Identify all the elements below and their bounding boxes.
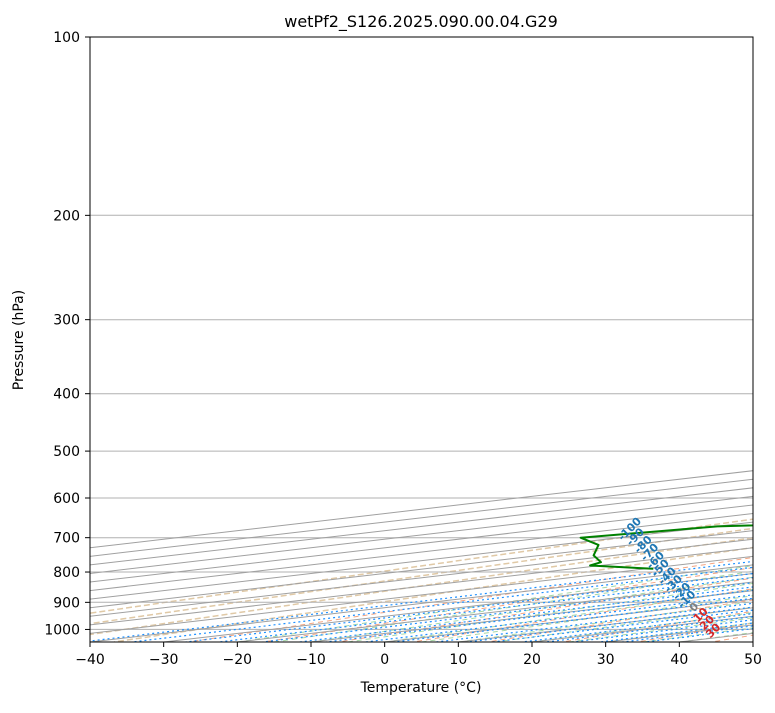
moist-adiabat-line [569, 37, 775, 642]
isotherm-line [164, 37, 775, 642]
x-tick-label: −40 [75, 652, 105, 668]
x-tick-label: 30 [597, 652, 615, 668]
dry-adiabat-line [114, 37, 775, 642]
x-tick-label: −10 [296, 652, 326, 668]
dry-adiabat-line [488, 37, 775, 642]
dry-adiabat-line [189, 37, 775, 642]
y-axis: 100 200 300 400 500 600 700 800 900 1000 [44, 30, 90, 638]
y-tick-label: 600 [53, 491, 80, 507]
isotherm-line [753, 37, 775, 642]
x-tick-label: 40 [670, 652, 688, 668]
dry-adiabat-line [39, 37, 775, 642]
y-tick-label: 200 [53, 208, 80, 224]
x-tick-label: 20 [523, 652, 541, 668]
y-tick-label: 100 [53, 30, 80, 46]
moist-adiabat-line [274, 37, 775, 642]
moist-adiabat-line [311, 37, 775, 642]
y-tick-label: 400 [53, 387, 80, 403]
y-tick-label: 300 [53, 313, 80, 329]
moist-adiabat-line [348, 37, 775, 642]
x-axis-label: Temperature (°C) [360, 680, 482, 696]
chart-title: wetPf2_S126.2025.090.00.04.G29 [284, 12, 558, 32]
mixing-ratio-line [365, 451, 775, 642]
y-tick-label: 900 [53, 595, 80, 611]
x-tick-label: 0 [380, 652, 389, 668]
x-tick-label: 10 [449, 652, 467, 668]
y-tick-label: 500 [53, 444, 80, 460]
y-tick-label: 700 [53, 531, 80, 547]
x-tick-label: −20 [223, 652, 253, 668]
dry-adiabat-line [264, 37, 775, 642]
x-tick-label: 50 [744, 652, 762, 668]
moist-adiabat-line [606, 37, 775, 642]
dry-adiabat-line [338, 37, 775, 642]
x-axis: −40 −30 −20 −10 0 10 20 30 40 50 [75, 642, 762, 668]
y-tick-label: 800 [53, 565, 80, 581]
isotherm-line [311, 37, 775, 642]
y-tick-label: 1000 [44, 622, 80, 638]
y-axis-label: Pressure (hPa) [11, 290, 27, 390]
isotherm-line [606, 37, 775, 642]
mixing-ratio-line [546, 451, 775, 642]
x-tick-label: −30 [149, 652, 179, 668]
